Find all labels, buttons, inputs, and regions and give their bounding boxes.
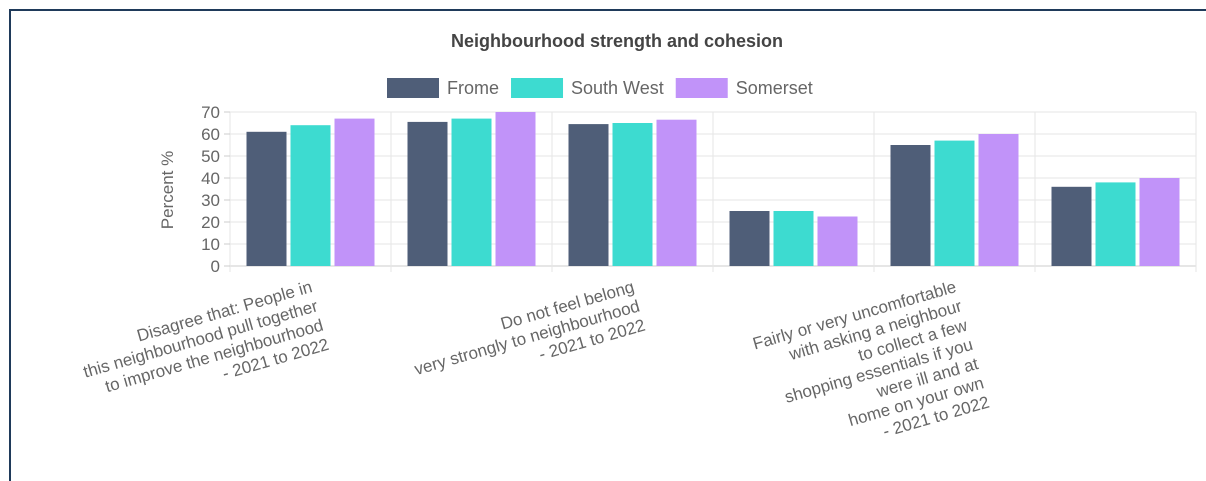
y-axis-ticks: 0 10 20 30 40 50 60 70	[201, 103, 230, 276]
bar-somerset[interactable]	[495, 112, 536, 266]
legend-label[interactable]: Frome	[447, 78, 499, 98]
bar-somerset[interactable]	[817, 216, 858, 267]
legend-swatch[interactable]	[675, 78, 728, 98]
y-axis-label: Percent %	[158, 151, 177, 229]
chart-frame	[9, 9, 1206, 481]
legend-label[interactable]: South West	[571, 78, 664, 98]
x-axis-ticks: Disagree that: People inthis neighbourho…	[76, 277, 993, 469]
bar-somerset[interactable]	[334, 118, 375, 266]
bar-frome[interactable]	[1051, 186, 1092, 266]
x-tick-label: Fairly or very uncomfortablewith asking …	[751, 277, 993, 469]
y-tick-label: 50	[201, 147, 220, 166]
y-tick-label: 40	[201, 169, 220, 188]
bar-south-west[interactable]	[1095, 182, 1136, 266]
bars	[246, 112, 1180, 267]
y-tick-label: 30	[201, 191, 220, 210]
svg-text:Do not feel belongvery strongl: Do not feel belongvery strongly to neigh…	[407, 277, 648, 398]
bar-frome[interactable]	[568, 124, 609, 266]
bar-south-west[interactable]	[451, 118, 492, 266]
svg-text:Fairly or very uncomfortablewi: Fairly or very uncomfortablewith asking …	[751, 277, 993, 469]
legend-swatch[interactable]	[387, 78, 439, 98]
bar-somerset[interactable]	[978, 134, 1019, 266]
legend: Frome South West Somerset	[387, 78, 813, 98]
y-tick-label: 10	[201, 235, 220, 254]
gridlines	[229, 111, 1197, 272]
bar-south-west[interactable]	[934, 140, 975, 266]
bar-frome[interactable]	[246, 131, 287, 266]
y-tick-label: 0	[211, 257, 220, 276]
legend-label[interactable]: Somerset	[736, 78, 813, 98]
bar-frome[interactable]	[729, 211, 770, 266]
x-tick-label: Do not feel belongvery strongly to neigh…	[407, 277, 648, 398]
bar-south-west[interactable]	[290, 125, 331, 266]
bar-south-west[interactable]	[773, 211, 814, 266]
bar-somerset[interactable]	[656, 119, 697, 266]
bar-frome[interactable]	[407, 121, 448, 267]
bar-frome[interactable]	[890, 145, 931, 266]
y-tick-label: 70	[201, 103, 220, 122]
x-tick-label: Disagree that: People inthis neighbourho…	[76, 277, 332, 420]
y-tick-label: 20	[201, 213, 220, 232]
y-tick-label: 60	[201, 125, 220, 144]
svg-text:Disagree that: People inthis n: Disagree that: People inthis neighbourho…	[76, 277, 332, 420]
bar-somerset[interactable]	[1139, 178, 1180, 266]
legend-swatch[interactable]	[511, 78, 564, 98]
chart-title: Neighbourhood strength and cohesion	[451, 31, 783, 51]
bar-south-west[interactable]	[612, 123, 653, 266]
